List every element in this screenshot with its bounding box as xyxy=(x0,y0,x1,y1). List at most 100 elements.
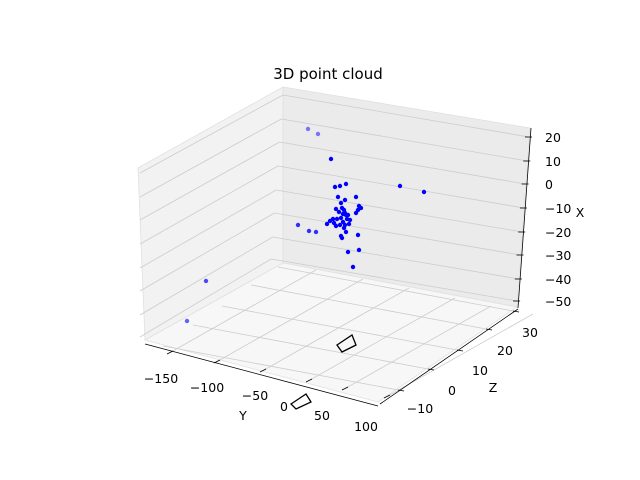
y-gridline xyxy=(263,287,410,371)
data-point xyxy=(337,222,343,228)
x-gridline-left xyxy=(139,94,284,174)
axes: −150−100−50050100−10010203020100−10−20−3… xyxy=(144,127,571,434)
z-gridline xyxy=(162,345,399,391)
z-gridline xyxy=(277,266,514,312)
data-point xyxy=(339,235,345,241)
data-point xyxy=(313,229,319,235)
data-point xyxy=(347,217,353,223)
data-point xyxy=(324,221,330,227)
z-gridline xyxy=(221,305,458,351)
z-tick-label: 20 xyxy=(497,343,513,358)
z-tick-mark xyxy=(485,328,493,331)
y-tick-mark xyxy=(383,394,391,399)
x-axis-label: X xyxy=(576,205,585,220)
chart-title: 3D point cloud xyxy=(273,65,383,83)
data-point xyxy=(315,131,321,137)
x-gridline-back xyxy=(272,236,519,280)
data-point xyxy=(335,194,341,200)
camera-frustum-marker xyxy=(289,393,312,410)
x-tick-label: −40 xyxy=(545,272,571,287)
x-gridline-left xyxy=(139,141,280,221)
y-tick-label: −150 xyxy=(144,371,178,386)
x-tick-label: −20 xyxy=(545,225,571,240)
camera-frustum-marker xyxy=(336,334,357,353)
data-point xyxy=(421,189,427,195)
data-point xyxy=(327,218,333,224)
x-tick-label: −30 xyxy=(545,248,571,263)
y-tick-mark xyxy=(305,378,313,383)
x-tick-label: 20 xyxy=(545,130,561,145)
x-gridline-left xyxy=(139,118,282,198)
data-point xyxy=(350,264,356,270)
data-point xyxy=(397,183,403,189)
data-point xyxy=(343,181,349,187)
y-axis-label: Y xyxy=(238,408,247,423)
data-point xyxy=(343,229,349,235)
data-point xyxy=(184,318,190,324)
x-tick-label: −50 xyxy=(545,294,571,309)
y-tick-label: −100 xyxy=(190,380,224,395)
data-point xyxy=(333,223,339,229)
y-tick-label: 100 xyxy=(354,419,378,434)
data-point xyxy=(353,194,359,200)
z-tick-label: −10 xyxy=(407,401,433,416)
z-axis-label: Z xyxy=(489,380,498,395)
x-gridline-back xyxy=(271,258,518,302)
data-point xyxy=(305,126,311,132)
x-gridline-left xyxy=(139,236,274,316)
x-gridline-left xyxy=(139,212,275,292)
data-point xyxy=(295,222,301,228)
data-point xyxy=(332,184,338,190)
data-point xyxy=(345,249,351,255)
y-gridline xyxy=(170,269,317,353)
data-point xyxy=(338,215,344,221)
data-point xyxy=(334,216,340,222)
x-gridline-left xyxy=(139,189,277,269)
x-gridline-back xyxy=(282,94,530,138)
z-tick-mark xyxy=(512,310,520,313)
data-point xyxy=(355,232,361,238)
data-point xyxy=(328,156,334,162)
data-point xyxy=(338,200,344,206)
data-point xyxy=(356,247,362,253)
data-points xyxy=(184,126,427,324)
x-gridline-back xyxy=(276,189,523,233)
data-point xyxy=(342,210,348,216)
x-axis-line xyxy=(517,127,532,309)
data-point xyxy=(346,221,352,227)
z-tick-label: 30 xyxy=(522,325,538,340)
data-point xyxy=(342,197,348,203)
z-axis-line xyxy=(379,308,519,405)
grid-lines xyxy=(139,94,534,397)
y-gridline xyxy=(309,297,456,381)
x-tick-label: 0 xyxy=(545,177,553,192)
y-tick-mark xyxy=(259,368,267,373)
x-gridline-left xyxy=(139,258,272,338)
x-gridline-back xyxy=(279,141,526,185)
z-tick-label: 10 xyxy=(472,363,488,378)
x-tick-label: 10 xyxy=(545,154,561,169)
data-point xyxy=(356,203,362,209)
y-tick-label: 0 xyxy=(280,399,288,414)
data-point xyxy=(337,183,343,189)
x-gridline-back xyxy=(274,212,521,256)
y-gridline xyxy=(345,305,492,389)
data-point xyxy=(306,228,312,234)
z-gridline xyxy=(192,324,429,370)
z-tick-label: 0 xyxy=(448,383,456,398)
data-point xyxy=(333,206,339,212)
x-tick-label: −10 xyxy=(545,201,571,216)
z-gridline xyxy=(250,284,487,330)
data-point xyxy=(336,209,342,215)
data-point xyxy=(341,225,347,231)
x-gridline-left xyxy=(139,165,279,245)
y-axis-line xyxy=(144,343,379,407)
x-gridline-back xyxy=(281,118,528,162)
z-tick-mark xyxy=(427,368,435,371)
y-gridline xyxy=(217,278,364,362)
z-tick-mark xyxy=(397,389,405,392)
y-tick-label: −50 xyxy=(242,388,268,403)
y-tick-label: 50 xyxy=(314,408,330,423)
data-point xyxy=(203,278,209,284)
